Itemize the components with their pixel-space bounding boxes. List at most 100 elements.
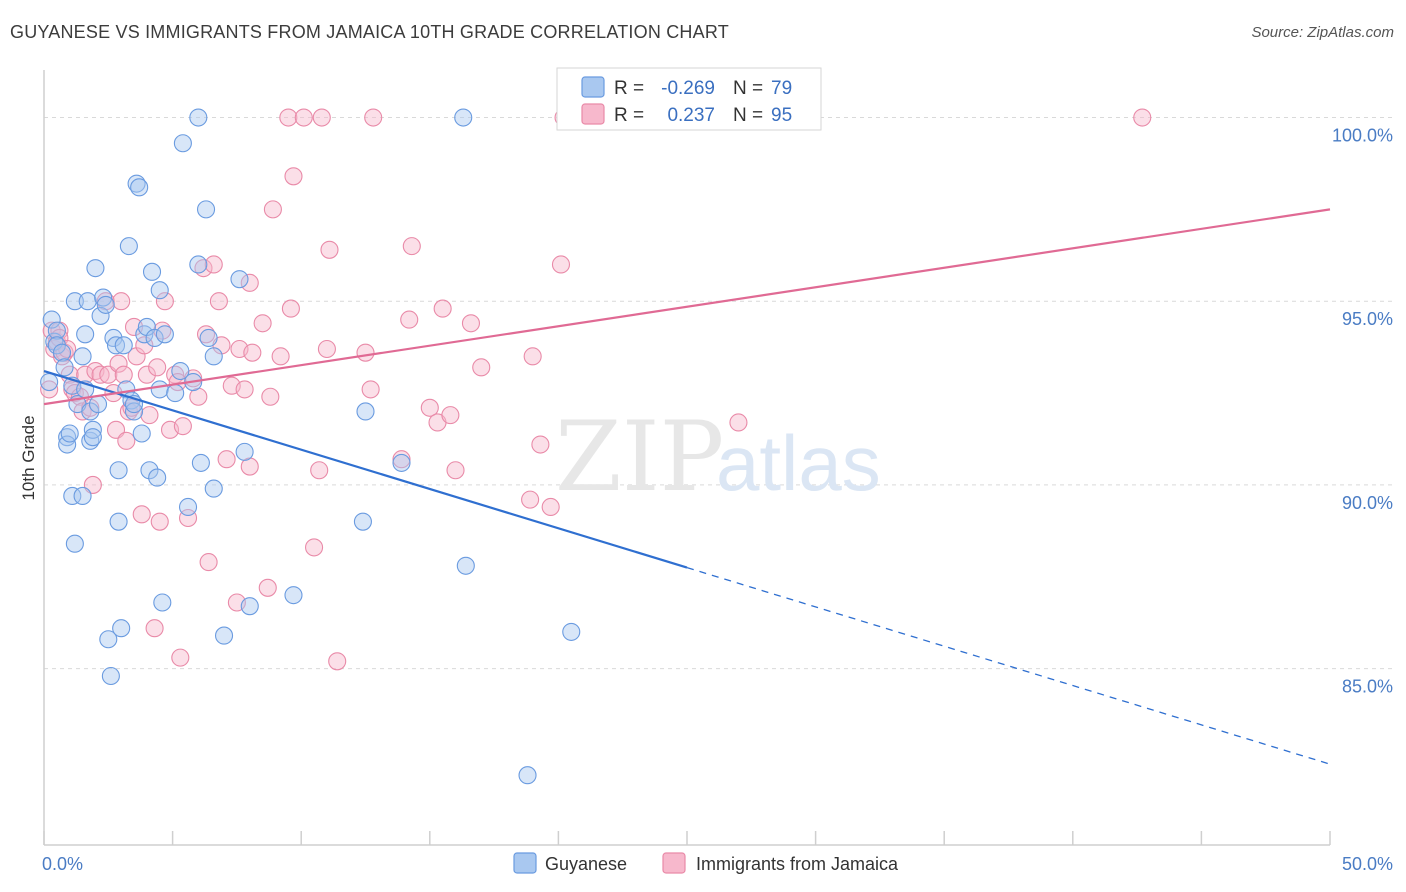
data-point-jamaica	[317, 339, 336, 359]
data-point-guyanese	[353, 512, 372, 531]
data-point-guyanese	[96, 295, 115, 314]
x-ticks	[43, 831, 1331, 845]
data-point-jamaica	[364, 108, 383, 127]
watermark-atlas: atlas	[716, 419, 881, 507]
data-point-guyanese	[81, 402, 100, 421]
data-point-jamaica	[199, 553, 218, 572]
data-point-jamaica	[40, 380, 59, 399]
data-point-jamaica	[106, 420, 126, 439]
data-point-guyanese	[94, 288, 113, 307]
legend-r-label-jamaica: R =	[614, 105, 644, 126]
data-point-jamaica	[356, 343, 375, 362]
y-tick-labels: 85.0% 90.0% 95.0% 100.0%	[1332, 126, 1393, 697]
data-point-guyanese	[240, 597, 259, 616]
data-point-jamaica	[132, 505, 151, 524]
data-point-guyanese	[114, 336, 133, 355]
data-point-jamaica	[204, 255, 223, 274]
data-point-jamaica	[521, 490, 540, 509]
data-point-guyanese	[189, 108, 208, 127]
data-point-guyanese	[562, 622, 581, 641]
data-point-jamaica	[117, 431, 136, 450]
data-point-guyanese	[104, 328, 123, 348]
data-point-jamaica	[461, 314, 481, 333]
data-point-jamaica	[217, 450, 236, 469]
legend-r-value-jamaica: 0.237	[667, 105, 715, 126]
legend-swatch-jamaica	[581, 103, 605, 125]
chart-title: GUYANESE VS IMMIGRANTS FROM JAMAICA 10TH…	[10, 22, 729, 42]
legend-n-value-jamaica: 95	[771, 105, 792, 126]
data-point-guyanese	[196, 200, 216, 219]
data-point-jamaica	[109, 354, 128, 373]
data-point-guyanese	[155, 325, 174, 344]
data-point-guyanese	[91, 306, 110, 325]
bottom-legend-label-jamaica: Immigrants from Jamaica	[696, 854, 899, 874]
data-point-jamaica	[361, 380, 380, 399]
data-point-guyanese	[63, 486, 82, 506]
data-point-guyanese	[140, 461, 159, 480]
data-point-jamaica	[173, 417, 192, 436]
data-point-jamaica	[114, 365, 133, 384]
data-point-jamaica	[240, 273, 259, 292]
data-point-guyanese	[73, 347, 92, 366]
legend-r-value-guyanese: -0.269	[661, 78, 715, 99]
bottom-legend-label-guyanese: Guyanese	[545, 854, 627, 874]
data-point-guyanese	[150, 380, 169, 399]
trend-lines	[43, 208, 1331, 765]
data-point-guyanese	[150, 281, 169, 300]
data-point-guyanese	[109, 512, 128, 531]
data-point-jamaica	[155, 292, 174, 311]
data-point-jamaica	[523, 347, 542, 366]
data-point-jamaica	[253, 314, 272, 333]
data-point-jamaica	[83, 475, 102, 494]
data-point-guyanese	[106, 336, 126, 355]
data-point-jamaica	[294, 108, 313, 127]
data-point-guyanese	[130, 178, 149, 197]
data-point-jamaica	[402, 237, 421, 256]
data-point-guyanese	[65, 292, 84, 311]
data-point-jamaica	[261, 387, 280, 406]
data-point-guyanese	[153, 593, 172, 612]
data-point-guyanese	[76, 325, 95, 344]
data-point-jamaica	[531, 435, 550, 454]
data-point-guyanese	[191, 453, 210, 472]
y-axis-label: 10th Grade	[19, 415, 38, 500]
data-point-jamaica	[320, 240, 339, 259]
data-point-guyanese	[135, 325, 154, 344]
trend-line-guyanese	[43, 369, 688, 569]
data-point-jamaica	[140, 406, 159, 425]
watermark: ZIP atlas	[555, 401, 881, 513]
data-point-jamaica	[148, 358, 167, 377]
bottom-legend-swatch-jamaica	[662, 852, 686, 874]
data-point-jamaica	[420, 398, 439, 417]
data-point-guyanese	[73, 486, 92, 506]
data-point-jamaica	[472, 358, 491, 377]
data-point-jamaica	[433, 299, 452, 318]
trend-line-jamaica	[43, 208, 1331, 406]
watermark-zip: ZIP	[555, 401, 724, 513]
data-point-guyanese	[132, 424, 151, 443]
data-point-jamaica	[551, 255, 571, 274]
data-point-jamaica	[235, 380, 254, 399]
data-point-jamaica	[258, 578, 277, 597]
data-point-guyanese	[99, 630, 118, 649]
data-point-guyanese	[171, 361, 190, 381]
data-point-jamaica	[312, 108, 331, 127]
data-point-jamaica	[328, 652, 347, 671]
legend: R = -0.269 N = 79 R = 0.237 N = 95	[556, 67, 822, 131]
data-point-jamaica	[541, 497, 560, 517]
data-point-guyanese	[83, 420, 102, 439]
data-point-jamaica	[243, 343, 262, 362]
data-point-guyanese	[518, 766, 537, 785]
data-point-guyanese	[83, 428, 102, 447]
data-point-jamaica	[171, 648, 190, 667]
data-point-guyanese	[284, 586, 303, 605]
data-point-guyanese	[52, 343, 72, 362]
data-point-jamaica	[112, 292, 131, 311]
data-point-guyanese	[356, 402, 375, 421]
data-point-guyanese	[235, 442, 254, 461]
y-tick-label: 100.0%	[1332, 126, 1393, 146]
data-point-jamaica	[305, 538, 324, 557]
legend-r-label-guyanese: R =	[614, 78, 644, 99]
data-point-guyanese	[199, 328, 218, 348]
